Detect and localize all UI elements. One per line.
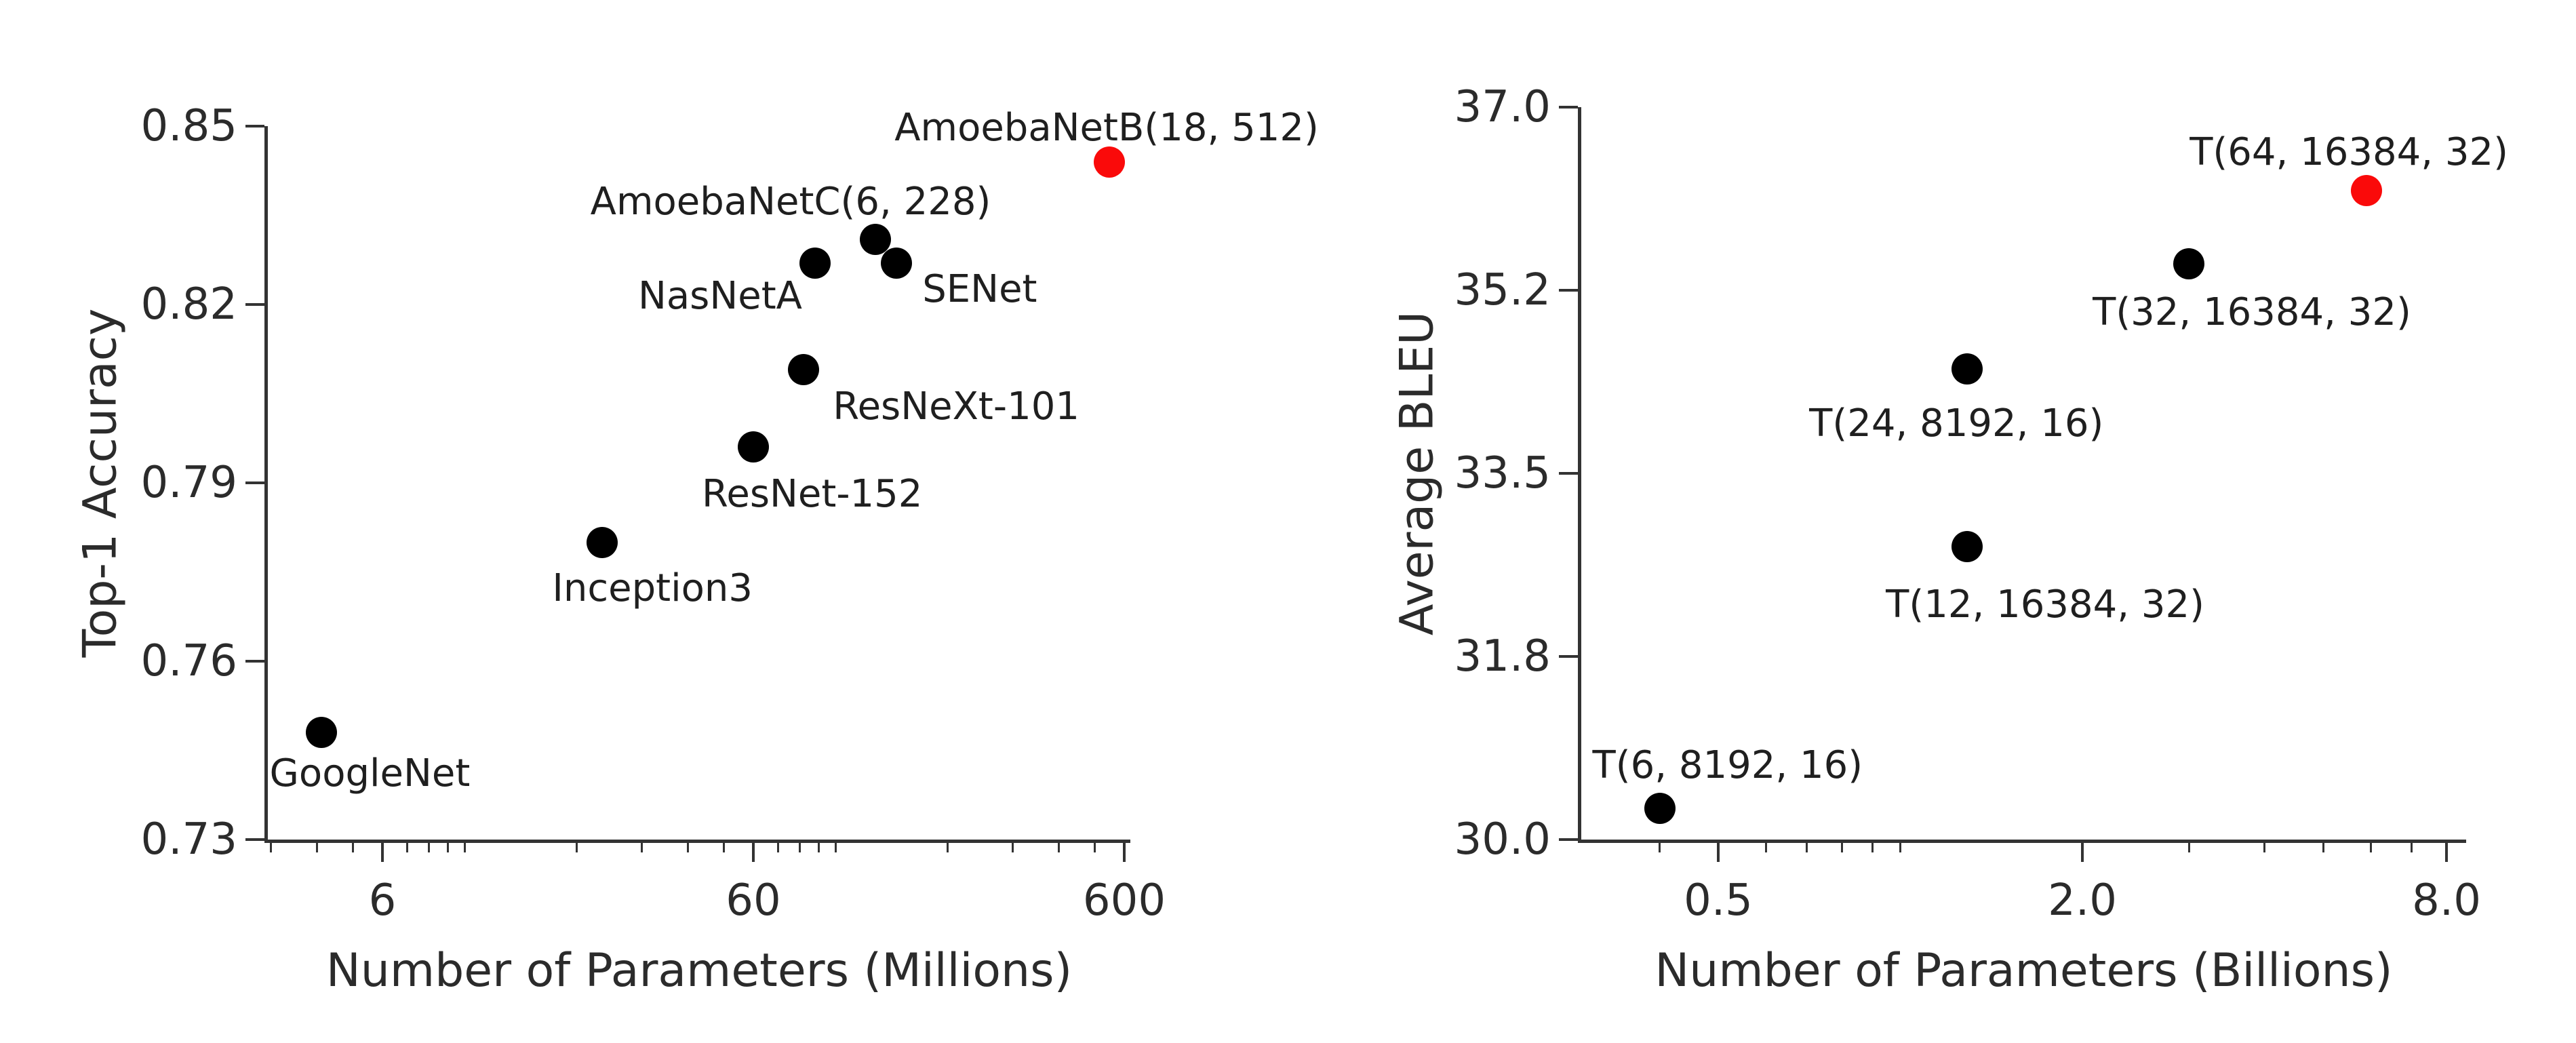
x-minor-tick [817, 843, 820, 852]
y-major-tick [245, 838, 264, 841]
y-major-tick [245, 125, 264, 127]
y-tick-label: 35.2 [1454, 265, 1551, 315]
x-minor-tick [834, 843, 837, 852]
y-major-tick [1559, 655, 1578, 658]
x-tick-label: 600 [1082, 875, 1166, 926]
data-point [859, 223, 891, 255]
x-minor-tick [1899, 843, 1902, 852]
y-tick-label: 37.0 [1454, 82, 1551, 132]
x-minor-tick [640, 843, 643, 852]
data-point [2173, 248, 2205, 280]
x-axis-spine [264, 840, 1130, 843]
x-minor-tick [463, 843, 466, 852]
x-minor-tick [798, 843, 801, 852]
data-point-highlighted [1094, 146, 1126, 178]
x-minor-tick [446, 843, 449, 852]
y-tick-label: 0.85 [140, 101, 238, 151]
y-tick-label: 33.5 [1454, 448, 1551, 498]
x-minor-tick [1011, 843, 1014, 852]
x-minor-tick [2322, 843, 2324, 852]
x-minor-tick [946, 843, 949, 852]
y-major-tick [245, 481, 264, 484]
left-x-axis-label: Number of Parameters (Millions) [325, 944, 1073, 998]
point-annotation: Inception3 [552, 566, 753, 610]
x-major-tick [1123, 843, 1126, 862]
data-point [788, 354, 820, 386]
x-tick-label: 60 [726, 875, 781, 926]
point-annotation: SENet [922, 267, 1037, 311]
y-tick-label: 0.73 [140, 814, 238, 865]
y-major-tick [245, 660, 264, 663]
point-annotation: T(12, 16384, 32) [1886, 583, 2204, 627]
data-point [738, 431, 769, 463]
point-annotation: AmoebaNetC(6, 228) [590, 179, 991, 224]
x-minor-tick [1840, 843, 1843, 852]
x-tick-label: 0.5 [1684, 875, 1753, 926]
y-major-tick [1559, 106, 1578, 109]
x-minor-tick [352, 843, 355, 852]
point-annotation: T(32, 16384, 32) [2093, 290, 2411, 335]
point-annotation: NasNetA [637, 273, 802, 318]
x-tick-label: 6 [368, 875, 397, 926]
y-tick-label: 31.8 [1454, 631, 1551, 682]
data-point [799, 247, 831, 279]
data-point [1951, 353, 1983, 385]
data-point [1644, 792, 1676, 824]
point-annotation: T(64, 16384, 32) [2189, 130, 2508, 175]
x-minor-tick [427, 843, 430, 852]
y-tick-label: 30.0 [1454, 814, 1551, 865]
y-axis-spine [1578, 107, 1581, 843]
point-annotation: T(24, 8192, 16) [1809, 401, 2104, 446]
point-annotation: T(6, 8192, 16) [1592, 743, 1863, 787]
x-major-tick [752, 843, 755, 862]
x-minor-tick [269, 843, 272, 852]
y-axis-spine [264, 126, 268, 843]
x-major-tick [381, 843, 384, 862]
point-annotation: AmoebaNetB(18, 512) [894, 105, 1319, 150]
point-annotation: ResNet-152 [702, 472, 923, 517]
data-point-highlighted [2351, 175, 2383, 207]
data-point [305, 717, 337, 749]
x-tick-label: 8.0 [2412, 875, 2481, 926]
x-minor-tick [1805, 843, 1808, 852]
x-minor-tick [2410, 843, 2413, 852]
data-point [881, 247, 913, 279]
x-minor-tick [2187, 843, 2190, 852]
x-minor-tick [1871, 843, 1874, 852]
x-minor-tick [2263, 843, 2266, 852]
y-tick-label: 0.82 [140, 279, 238, 330]
x-minor-tick [1058, 843, 1061, 852]
y-tick-label: 0.76 [140, 636, 238, 686]
x-axis-spine [1578, 840, 2466, 843]
x-minor-tick [687, 843, 690, 852]
x-minor-tick [316, 843, 319, 852]
point-annotation: ResNeXt-101 [833, 385, 1079, 429]
x-major-tick [1717, 843, 1720, 862]
x-minor-tick [2370, 843, 2373, 852]
x-minor-tick [1094, 843, 1096, 852]
point-annotation: GoogleNet [269, 751, 471, 796]
right-x-axis-label: Number of Parameters (Billions) [1654, 944, 2393, 998]
x-minor-tick [1765, 843, 1768, 852]
x-minor-tick [1659, 843, 1661, 852]
x-major-tick [2445, 843, 2449, 862]
data-point [1951, 531, 1983, 562]
x-minor-tick [723, 843, 726, 852]
y-major-tick [1559, 472, 1578, 475]
x-minor-tick [777, 843, 780, 852]
data-point [587, 526, 618, 558]
y-major-tick [1559, 289, 1578, 292]
y-major-tick [1559, 838, 1578, 841]
y-tick-label: 0.79 [140, 458, 238, 508]
y-major-tick [245, 303, 264, 306]
x-minor-tick [406, 843, 409, 852]
x-tick-label: 2.0 [2048, 875, 2117, 926]
x-minor-tick [575, 843, 578, 852]
x-major-tick [2081, 843, 2084, 862]
